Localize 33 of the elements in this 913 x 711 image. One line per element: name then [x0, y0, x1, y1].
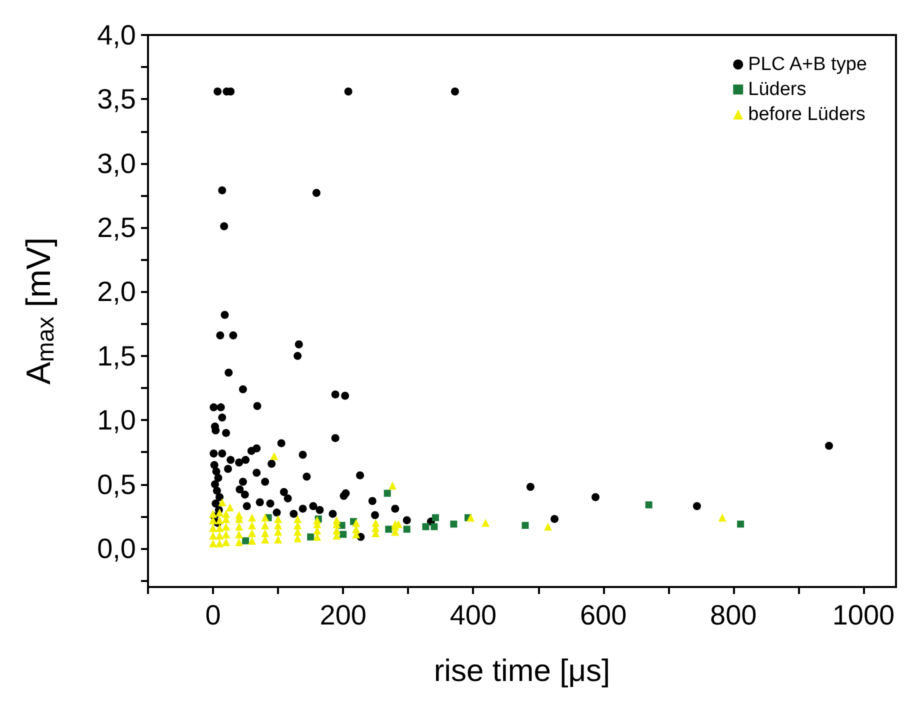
y-tick-label: 4,0: [97, 20, 136, 50]
x-tick-label: 1000: [832, 600, 895, 630]
x-tick-label: 600: [580, 600, 627, 630]
point: [645, 501, 652, 508]
x-tick-label: 200: [320, 600, 366, 630]
y-tick-label: 2,0: [97, 276, 136, 308]
legend-label: Lüders: [748, 79, 806, 100]
y-tick-label: 3,5: [97, 84, 136, 115]
x-tick-label: 0: [205, 600, 221, 630]
point: [403, 526, 410, 533]
legend-label: PLC A+B type: [748, 54, 867, 75]
x-tick-label: 800: [710, 600, 757, 630]
y-tick-label: 1,5: [97, 340, 136, 372]
y-tick-label: 1,0: [97, 404, 136, 436]
y-tick-label: 3,0: [97, 148, 136, 179]
point: [385, 526, 392, 533]
y-tick-label: 2,5: [97, 212, 136, 244]
point: [340, 530, 347, 538]
point: [242, 537, 250, 544]
y-tick-label: 0,5: [97, 468, 136, 500]
y-tick-label: 0,0: [97, 532, 136, 564]
point: [737, 520, 744, 528]
point: [450, 520, 458, 528]
point: [422, 523, 430, 530]
point: [522, 522, 529, 529]
point: [384, 490, 391, 497]
legend-label: before Lüders: [748, 104, 866, 125]
x-tick-label: 400: [450, 600, 497, 630]
y-axis-title: Amax [mV]: [20, 237, 60, 385]
point: [307, 533, 314, 540]
point: [430, 523, 438, 530]
x-axis-title: rise time [μs]: [434, 653, 610, 688]
point: [432, 514, 439, 522]
